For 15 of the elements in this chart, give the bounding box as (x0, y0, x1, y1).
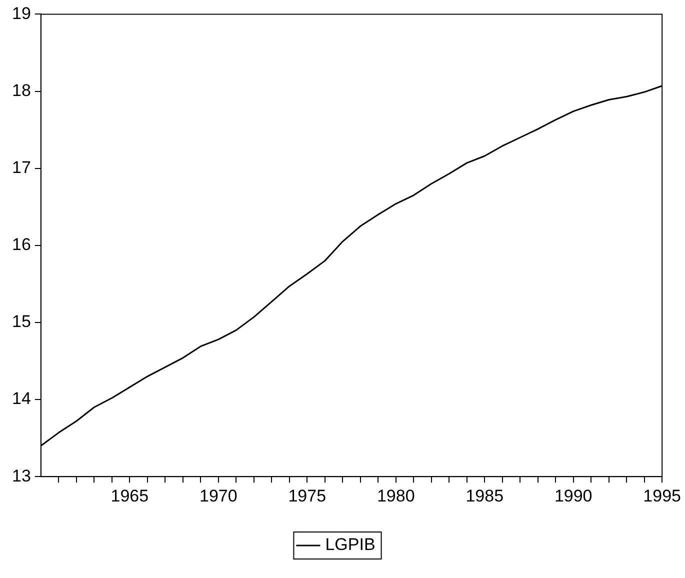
y-tick-label: 15 (12, 312, 31, 332)
y-tick-label: 17 (12, 158, 31, 178)
y-tick-label: 18 (12, 80, 31, 100)
x-tick-label: 1995 (643, 486, 682, 506)
y-tick-label: 14 (12, 389, 31, 408)
x-tick-label: 1980 (376, 486, 415, 506)
x-tick-label: 1990 (554, 486, 592, 506)
legend-label: LGPIB (325, 535, 376, 554)
x-tick-label: 1975 (288, 486, 326, 506)
y-tick-label: 13 (12, 466, 31, 486)
y-tick-label: 19 (12, 4, 31, 23)
x-tick-label: 1985 (466, 486, 504, 506)
x-tick-label: 1970 (199, 486, 238, 506)
x-tick-label: 1965 (110, 486, 149, 506)
y-tick-label: 16 (12, 235, 31, 254)
